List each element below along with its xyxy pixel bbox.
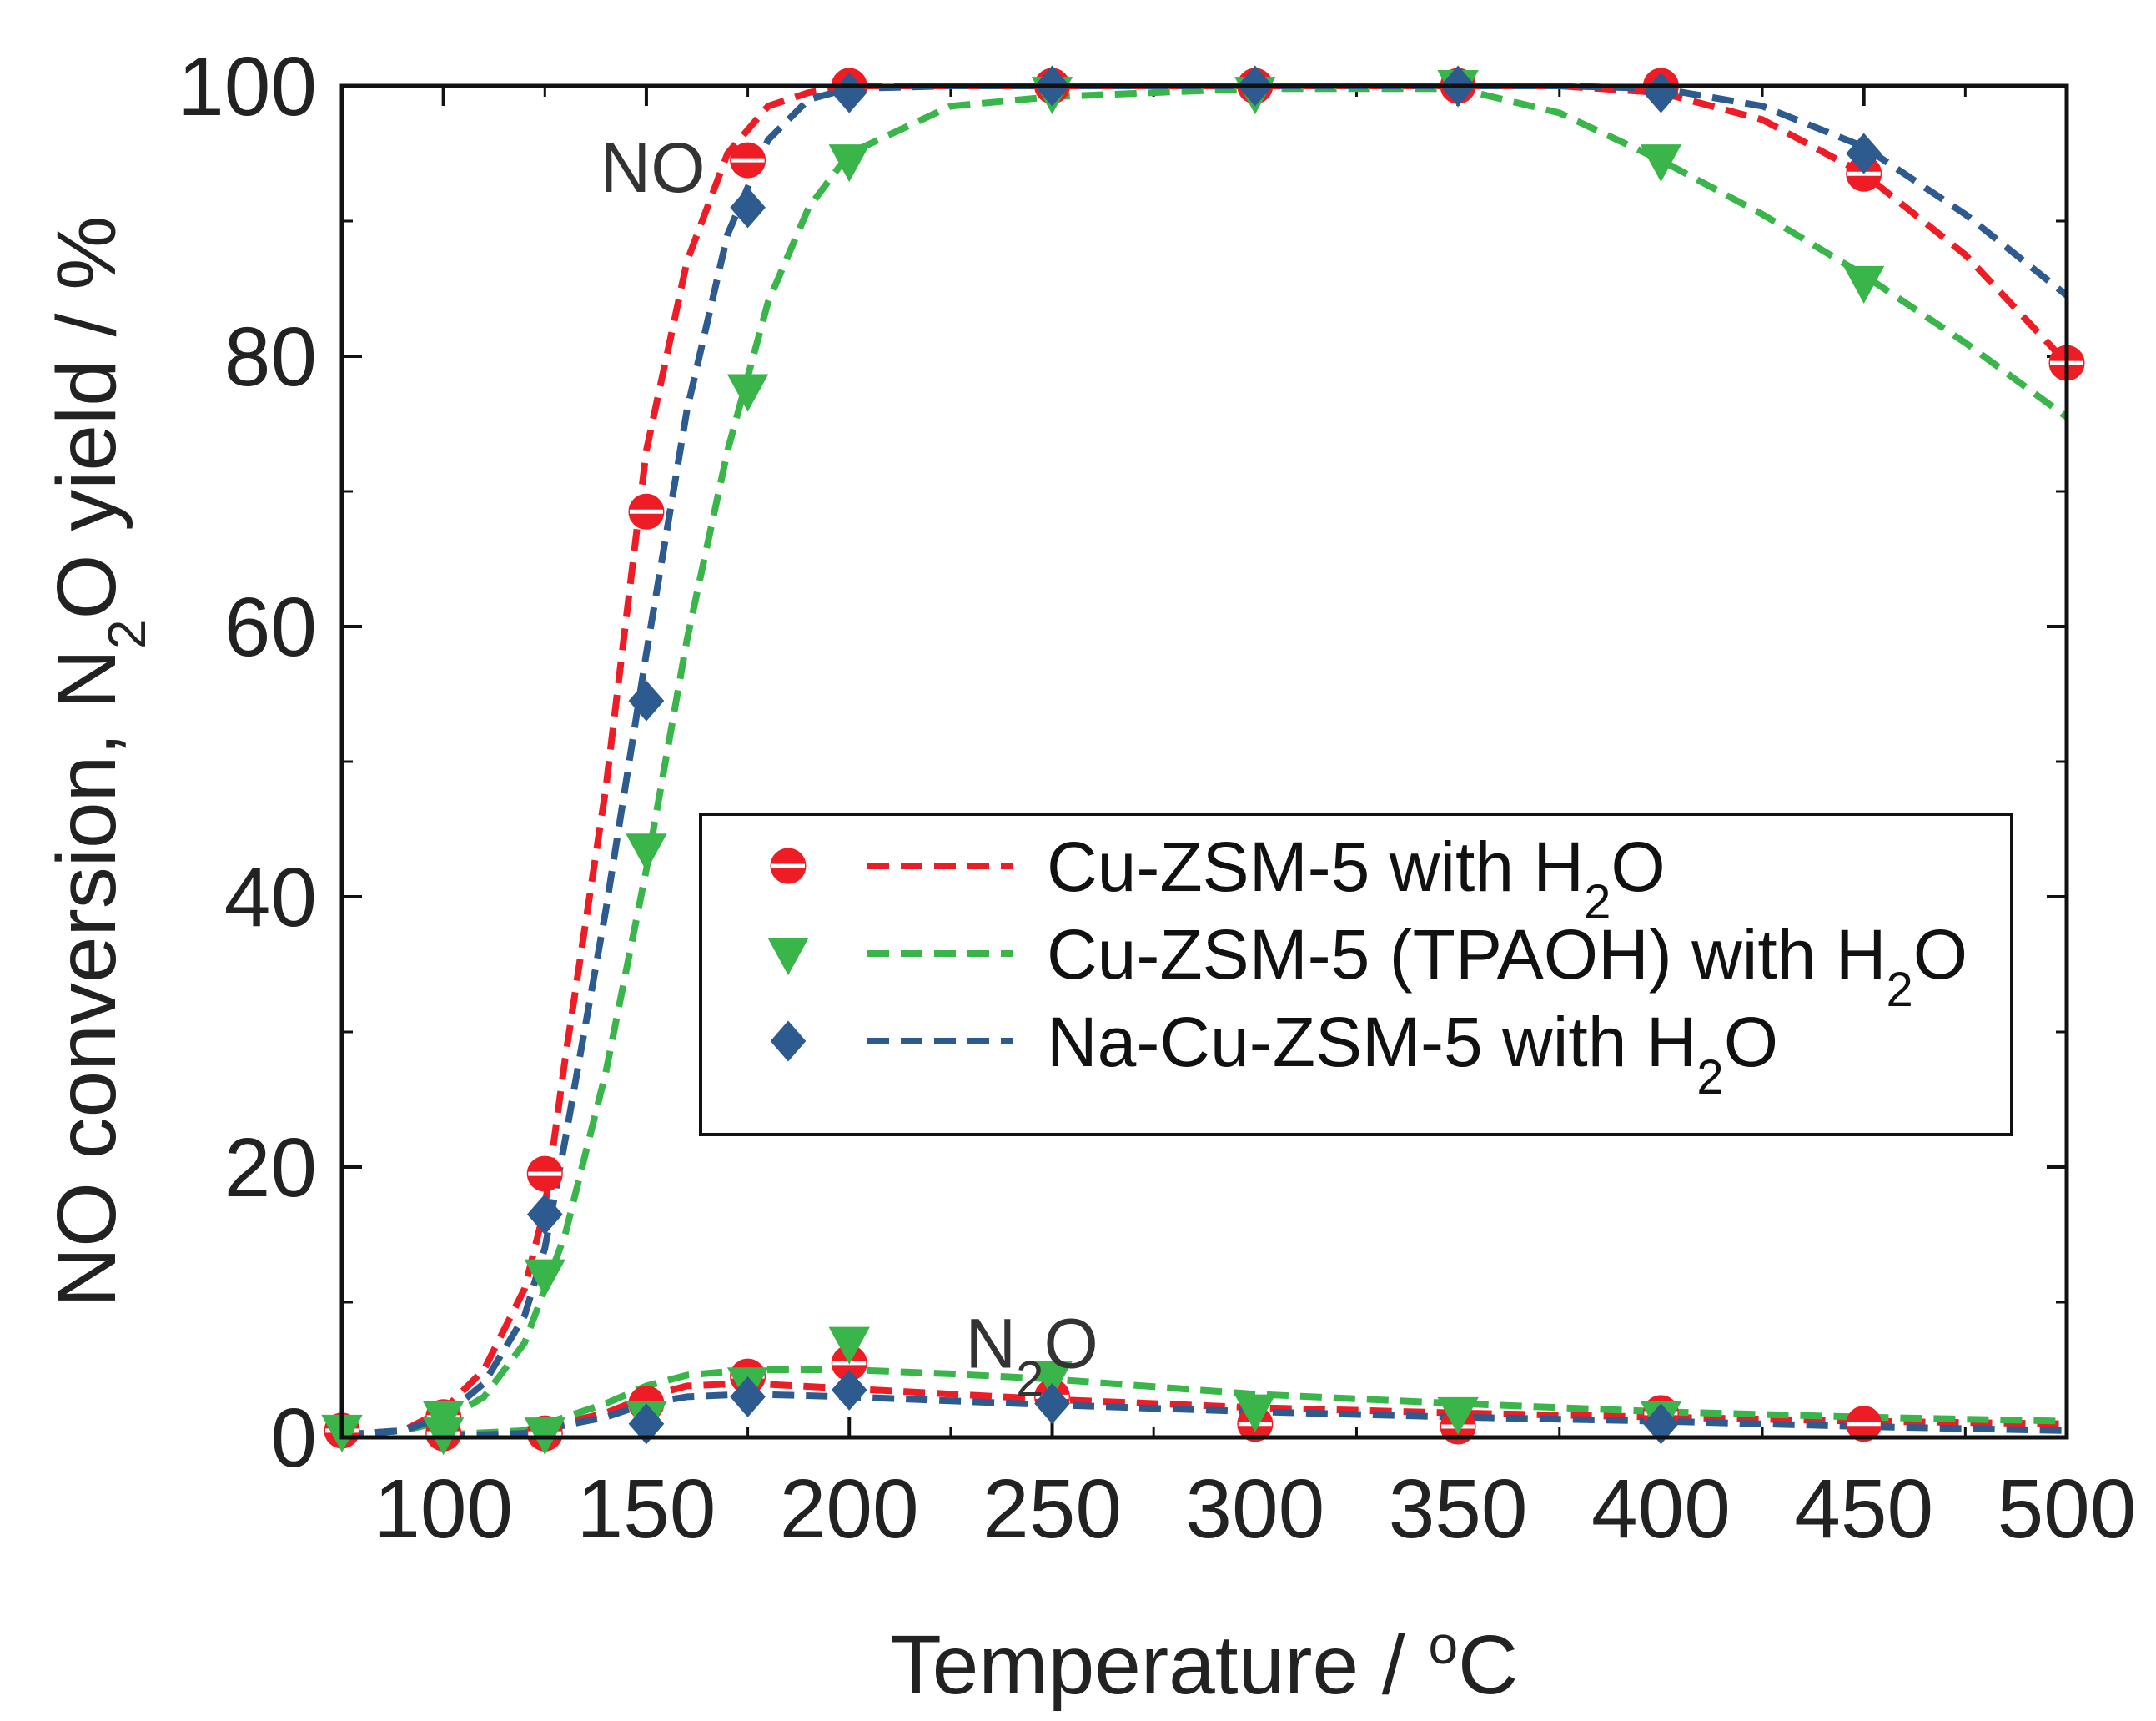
data-point-2-n2o_yield xyxy=(831,1369,867,1411)
y-tick-label: 20 xyxy=(224,1121,317,1215)
x-tick-label: 350 xyxy=(1389,1462,1528,1556)
legend-label-na-cu-zsm-5: Na-Cu-ZSM-5 with H2O xyxy=(1047,1003,1778,1105)
y-axis-title: NO conversion, N2O yield / % xyxy=(40,216,157,1307)
fit-line-0-no_conversion xyxy=(341,83,2069,1438)
data-point-1-no_conversion xyxy=(524,1259,565,1297)
legend-label-cu-zsm-5: Cu-ZSM-5 with H2O xyxy=(1047,828,1666,929)
data-point-1-no_conversion xyxy=(1843,265,1885,304)
data-point-0-n2o_yield xyxy=(1846,1406,1882,1442)
x-axis-title: Temperature / oC xyxy=(891,1615,1519,1712)
x-tick-label: 500 xyxy=(1998,1462,2137,1556)
x-tick-label: 450 xyxy=(1794,1462,1933,1556)
fit-lines xyxy=(341,83,2069,1440)
x-tick-label: 400 xyxy=(1591,1462,1731,1556)
plot-frame xyxy=(339,83,2069,1440)
data-point-2-no_conversion xyxy=(628,680,665,722)
data-point-1-n2o_yield xyxy=(1437,1396,1479,1435)
annotation-no: NO xyxy=(601,128,706,207)
data-point-1-n2o_yield xyxy=(828,1326,870,1365)
fit-line-1-n2o_yield xyxy=(443,1366,2068,1438)
data-point-2-no_conversion xyxy=(526,1194,563,1235)
legend-marker-1 xyxy=(767,938,809,976)
legend-marker-2 xyxy=(770,1020,807,1062)
y-tick-label: 80 xyxy=(224,310,317,404)
y-tick-label: 40 xyxy=(224,851,317,944)
y-tick-label: 100 xyxy=(178,40,317,133)
y-tick-label: 60 xyxy=(224,581,317,674)
x-tick-label: 250 xyxy=(983,1462,1122,1556)
x-tick-label: 300 xyxy=(1185,1462,1324,1556)
legend-marker-0 xyxy=(770,848,807,884)
fit-line-2-n2o_yield xyxy=(443,1391,2068,1440)
data-point-1-no_conversion xyxy=(626,833,667,872)
legend-symbols xyxy=(767,848,1013,1062)
data-point-2-n2o_yield xyxy=(1643,1403,1679,1445)
data-point-0-no_conversion xyxy=(730,142,766,179)
data-point-1-no_conversion xyxy=(1640,144,1682,183)
data-point-2-no_conversion xyxy=(1846,133,1882,174)
y-tick-label: 0 xyxy=(270,1391,317,1485)
data-point-1-no_conversion xyxy=(726,374,769,412)
tick-labels: 100 150 200 250 300 350 400 450 500 0 20 40 60 80 100 xyxy=(178,40,2136,1556)
annotation-n2o: N2O xyxy=(965,1305,1098,1407)
legend-label-cu-zsm-5-tpaoh: Cu-ZSM-5 (TPAOH) with H2O xyxy=(1047,915,1968,1017)
data-point-1-n2o_yield xyxy=(1031,1361,1073,1399)
x-tick-label: 100 xyxy=(374,1462,513,1556)
data-point-1-n2o_yield xyxy=(1234,1394,1276,1432)
fit-line-0-n2o_yield xyxy=(443,1380,2068,1438)
data-point-0-no_conversion xyxy=(628,493,665,530)
x-tick-label: 200 xyxy=(780,1462,919,1556)
x-tick-label: 150 xyxy=(577,1462,716,1556)
data-point-0-no_conversion xyxy=(526,1155,563,1192)
data-point-1-no_conversion xyxy=(828,144,870,183)
data-point-2-n2o_yield xyxy=(1034,1382,1070,1425)
data-point-2-n2o_yield xyxy=(730,1376,766,1417)
data-point-2-no_conversion xyxy=(730,187,766,229)
data-point-2-n2o_yield xyxy=(628,1403,665,1445)
legend: Cu-ZSM-5 with H2O Cu-ZSM-5 (TPAOH) with … xyxy=(699,813,2013,1136)
